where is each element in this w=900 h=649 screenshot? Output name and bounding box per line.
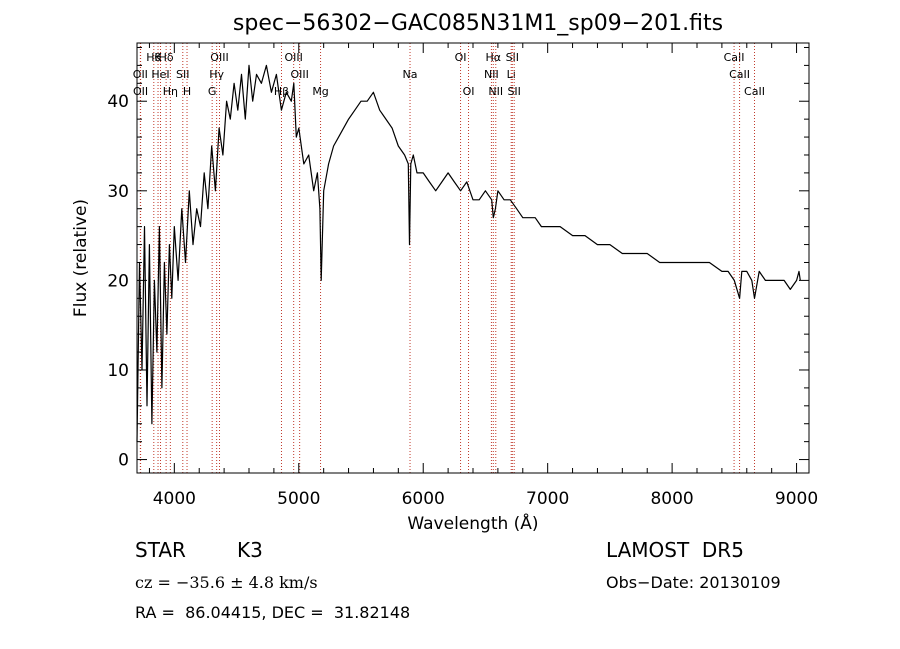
line-marker-label: SII [176,68,189,81]
object-subclass: K3 [237,538,263,562]
spectrum-line [136,64,801,442]
line-marker-label: OI [455,51,467,64]
line-marker-label: Mg [312,85,328,98]
redshift-cz: cz = −35.6 ± 4.8 km/s [135,573,318,592]
line-marker-label: Hη [163,85,178,98]
line-marker-label: Na [403,68,418,81]
line-marker-label: Hγ [209,68,224,81]
x-tick-label: 6000 [402,489,445,509]
line-marker-label: Hα [486,51,502,64]
y-tick-label: 0 [118,451,129,471]
y-axis-label: Flux (relative) [71,199,91,317]
line-marker-label: HeI [151,68,169,81]
line-marker-label: CaII [729,68,750,81]
chart-title: spec−56302−GAC085N31M1_sp09−201.fits [233,11,723,36]
line-marker-label: OII [133,85,148,98]
line-marker-label: Hθ [146,51,161,64]
line-marker-label: OIII [290,68,308,81]
line-marker-label: H [183,85,191,98]
line-marker-label: SII [507,85,520,98]
line-marker-label: G [208,85,217,98]
observation-date: Obs−Date: 20130109 [606,573,781,592]
x-axis-label: Wavelength (Å) [407,512,538,534]
x-tick-label: 8000 [650,489,693,509]
line-marker-label: OIII [210,51,228,64]
x-tick-label: 9000 [775,489,818,509]
line-marker-label: K [154,51,162,64]
line-marker-label: Li [507,68,516,81]
line-marker-label: OI [463,85,475,98]
survey-name: LAMOST DR5 [606,538,744,562]
line-marker-label: OIII [284,51,302,64]
coordinates: RA = 86.04415, DEC = 31.82148 [135,603,411,622]
line-marker-label: CaII [744,85,765,98]
line-marker-label: SII [506,51,519,64]
x-tick-label: 7000 [526,489,569,509]
x-tick-label: 5000 [277,489,320,509]
y-tick-label: 20 [107,271,129,291]
line-marker-label: Hδ [159,51,174,64]
object-class: STAR [135,538,186,562]
line-marker-label: Hβ [274,85,289,98]
y-tick-label: 10 [107,361,129,381]
line-marker-label: NII [484,68,499,81]
line-marker-label: CaII [724,51,745,64]
x-tick-label: 4000 [153,489,196,509]
line-marker-label: NII [488,85,503,98]
y-tick-label: 40 [107,92,129,112]
y-tick-label: 30 [107,182,129,202]
